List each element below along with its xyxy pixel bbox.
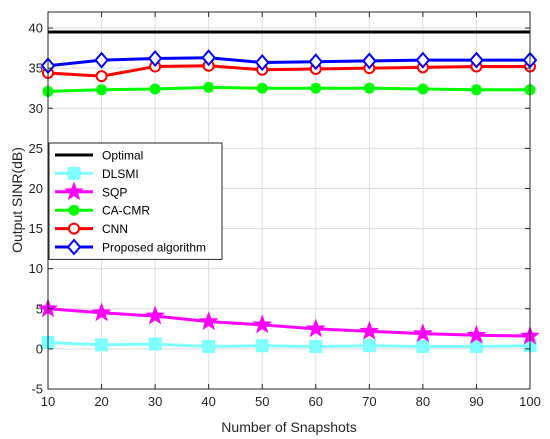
y-tick-label: 5 xyxy=(36,301,43,316)
diamond-marker xyxy=(147,49,163,68)
y-axis-label: Output SINR(dB) xyxy=(9,147,25,253)
x-tick-label: 80 xyxy=(416,394,430,409)
circle-marker xyxy=(203,81,215,93)
legend-label: CNN xyxy=(102,222,128,236)
diamond-marker xyxy=(254,53,270,72)
star-marker xyxy=(145,305,166,325)
star-marker xyxy=(305,318,326,338)
square-marker xyxy=(148,337,162,351)
diamond-marker xyxy=(469,51,484,69)
series-line xyxy=(47,340,531,348)
x-tick-label: 40 xyxy=(201,394,215,409)
y-tick-label: 30 xyxy=(29,101,43,116)
plot-frame xyxy=(47,11,531,390)
y-tick-label: 0 xyxy=(36,341,43,356)
diamond-marker xyxy=(201,49,216,67)
x-tick-label: 70 xyxy=(362,394,376,409)
legend-label: CA-CMR xyxy=(102,204,150,218)
x-axis-label: Number of Snapshots xyxy=(221,419,356,435)
star-marker xyxy=(359,320,380,340)
series-markers xyxy=(38,49,540,353)
legend-label: Optimal xyxy=(102,149,143,163)
y-tick-label: 20 xyxy=(29,181,43,196)
x-tick-label: 60 xyxy=(309,394,323,409)
open-circle-marker xyxy=(68,222,80,235)
x-tick-label: 100 xyxy=(519,394,541,409)
circle-marker xyxy=(310,82,322,94)
circle-marker xyxy=(417,83,429,95)
square-marker xyxy=(95,338,109,352)
series-line xyxy=(47,307,531,338)
square-marker xyxy=(469,339,483,353)
diamond-marker xyxy=(94,51,109,69)
y-tick-label: 25 xyxy=(29,141,43,156)
y-tick-label: -5 xyxy=(31,382,43,397)
x-tick-label: 50 xyxy=(255,394,269,409)
x-tick-label: 20 xyxy=(94,394,108,409)
diamond-marker xyxy=(415,51,431,69)
axis-ticks: 10 20 30 40 50 60 70 80 90 100 -5 0 5 10 15 20 25 30 35 40 xyxy=(29,12,541,409)
series-line xyxy=(47,56,530,68)
square-marker xyxy=(362,339,376,353)
circle-marker xyxy=(68,204,80,216)
circle-marker xyxy=(256,82,268,94)
square-marker xyxy=(255,339,269,353)
square-marker xyxy=(67,166,81,180)
y-tick-label: 10 xyxy=(29,261,43,276)
x-tick-label: 30 xyxy=(148,394,162,409)
star-marker xyxy=(91,302,112,322)
x-tick-label: 90 xyxy=(469,394,483,409)
circle-marker xyxy=(96,84,108,96)
y-tick-label: 35 xyxy=(29,61,43,76)
square-marker xyxy=(202,339,216,353)
star-marker xyxy=(198,311,219,331)
legend-label: DLSMI xyxy=(102,167,139,181)
y-tick-label: 15 xyxy=(29,221,43,236)
diamond-marker xyxy=(308,53,324,71)
series-line xyxy=(47,64,530,78)
legend: Optimal DLSMI SQP CA-CMR CNN Proposed algorit… xyxy=(48,142,223,260)
open-circle-marker xyxy=(95,70,108,83)
circle-marker xyxy=(149,83,161,95)
series-line xyxy=(47,85,530,93)
circle-marker xyxy=(470,84,482,96)
legend-box xyxy=(48,142,223,260)
star-marker xyxy=(64,181,84,201)
diamond-marker xyxy=(362,52,377,70)
star-marker xyxy=(412,323,433,343)
square-marker xyxy=(309,339,323,353)
y-tick-label: 40 xyxy=(29,21,43,36)
star-marker xyxy=(252,314,273,334)
circle-marker xyxy=(363,82,375,94)
star-marker xyxy=(466,324,487,344)
legend-label: SQP xyxy=(102,185,127,199)
series-lines xyxy=(47,30,531,348)
diamond-marker xyxy=(66,238,82,256)
legend-label: Proposed algorithm xyxy=(102,241,206,255)
square-marker xyxy=(416,339,430,353)
x-tick-label: 10 xyxy=(41,394,55,409)
